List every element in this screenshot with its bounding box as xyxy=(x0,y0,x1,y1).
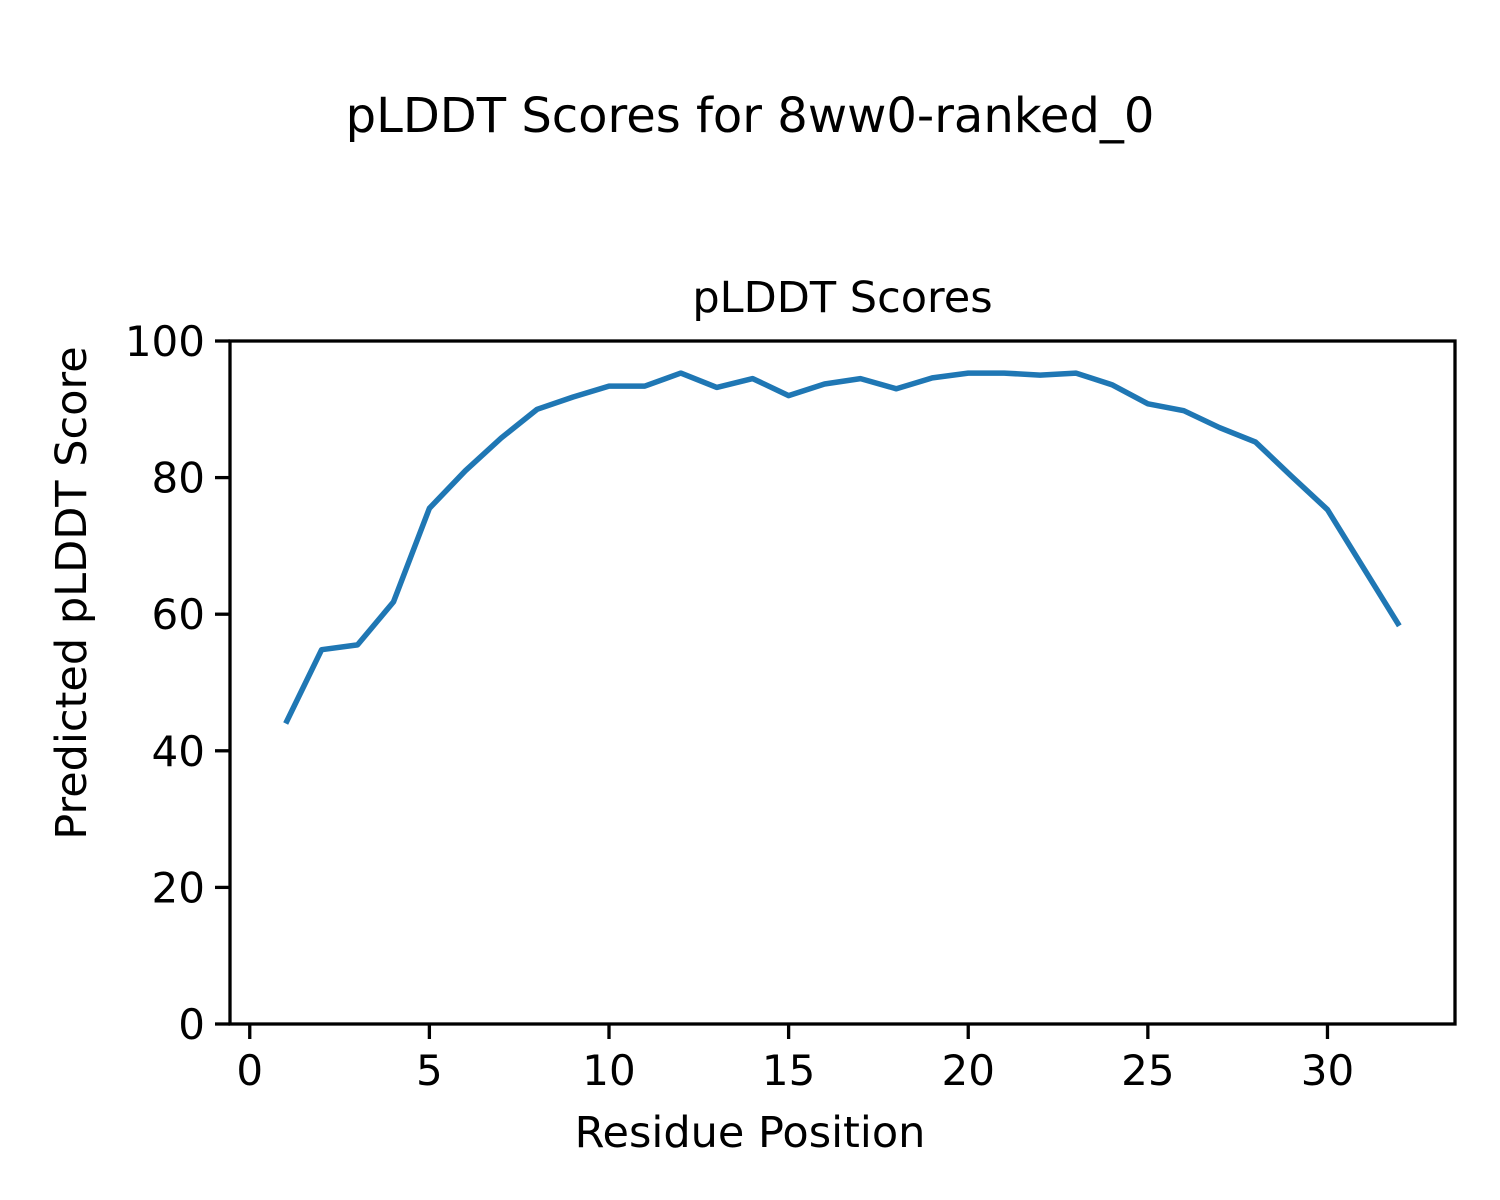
x-tick-label: 25 xyxy=(1121,1046,1174,1095)
x-tick-label: 0 xyxy=(236,1046,263,1095)
figure-suptitle: pLDDT Scores for 8ww0-ranked_0 xyxy=(345,88,1155,144)
y-tick-label: 80 xyxy=(152,454,205,503)
x-tick-label: 5 xyxy=(416,1046,443,1095)
y-tick-label: 0 xyxy=(178,1000,205,1049)
x-tick-label: 15 xyxy=(762,1046,815,1095)
x-tick-label: 20 xyxy=(942,1046,995,1095)
y-tick-label: 40 xyxy=(152,727,205,776)
plddt-score-line xyxy=(283,370,1402,725)
y-tick-label: 100 xyxy=(125,317,205,366)
axes-spines xyxy=(228,339,1457,1026)
x-tick-label: 30 xyxy=(1301,1046,1354,1095)
y-tick-label: 20 xyxy=(152,863,205,912)
axes-title: pLDDT Scores xyxy=(692,273,993,323)
y-axis-label: Predicted pLDDT Score xyxy=(47,346,97,840)
x-tick-label: 10 xyxy=(582,1046,635,1095)
y-tick-label: 60 xyxy=(152,590,205,639)
x-axis-label: Residue Position xyxy=(574,1108,926,1158)
